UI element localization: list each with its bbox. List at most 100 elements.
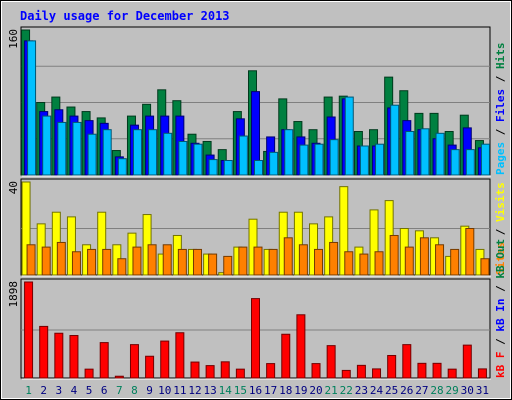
bar-kb-f-day-2 [39,325,49,379]
legend-visits-sites: Sites / Visits [494,182,507,275]
legend-item: Pages [494,142,507,175]
panel-hits-files-pages: 160 Pages / Files / Hits [7,26,507,177]
bar-visits-day-4 [66,216,76,276]
bar-visits-day-6 [97,211,107,276]
bar-pages-day-24 [375,143,385,176]
panel-visits-sites: 40 Sites / Visits [7,178,507,277]
bar-sites-day-15 [238,246,248,276]
bar-pages-day-30 [465,149,475,176]
bar-kb-f-day-31 [477,368,487,379]
panel-kbytes: 1898 kB F / kB In / kB Out [7,239,507,380]
bar-kb-f-day-3 [54,332,64,379]
bar-sites-day-10 [162,244,172,276]
bar-pages-day-5 [87,133,97,176]
bar-sites-day-7 [117,258,127,276]
bar-kb-f-day-4 [69,335,79,379]
x-tick-label-7: 7 [116,384,123,397]
bar-kb-f-day-9 [145,355,155,379]
bar-sites-day-21 [329,241,339,276]
y-max-label: 1898 [7,281,20,308]
x-axis-labels: 1 2 3 4 5 6 7 8 9 10 11 12 13 14 15 16 17 18 19 20 21 22 23 24 2… [25,384,489,397]
x-tick-label-3: 3 [56,384,63,397]
bar-sites-day-11 [177,248,187,276]
bar-pages-day-21 [329,139,339,176]
bar-kb-f-day-27 [417,362,427,379]
legend-item: kB In [494,299,507,332]
legend-item: Visits [494,182,507,222]
legend-item: kB Out [494,239,507,279]
bar-sites-day-16 [253,246,263,276]
x-tick-label-31: 31 [476,384,489,397]
legend-item: / [494,332,507,352]
bar-pages-day-2 [42,115,52,176]
x-tick-label-18: 18 [279,384,292,397]
bar-sites-day-25 [389,234,399,276]
bar-kb-f-day-6 [99,342,109,379]
bar-sites-day-12 [192,248,202,276]
x-tick-label-11: 11 [173,384,186,397]
bar-kb-f-day-16 [251,298,260,379]
x-tick-label-23: 23 [355,384,368,397]
x-tick-label-25: 25 [385,384,398,397]
bar-pages-day-22 [344,96,354,176]
bar-sites-day-29 [450,248,460,276]
bar-visits-day-1 [21,181,31,276]
bar-pages-day-16 [254,160,263,176]
bar-sites-day-3 [56,241,66,276]
bar-kb-f-day-13 [205,365,215,379]
bar-pages-day-12 [193,143,203,176]
bar-pages-day-6 [102,129,112,176]
bar-pages-day-18 [284,129,294,176]
bar-kb-f-day-15 [235,368,245,379]
bar-pages-day-10 [163,132,173,176]
bar-kb-f-day-21 [326,345,336,379]
legend-item: kB F [494,352,507,379]
bar-visits-day-24 [369,209,379,276]
bar-kb-f-day-24 [372,368,382,379]
x-tick-label-29: 29 [446,384,459,397]
bar-kb-f-day-18 [281,333,291,379]
bar-pages-day-15 [238,135,248,176]
x-tick-label-21: 21 [325,384,338,397]
bar-pages-day-31 [480,143,490,176]
legend-item: / [494,222,507,242]
bar-kb-f-day-25 [387,354,397,379]
bar-sites-day-6 [102,248,112,276]
bar-kb-f-day-28 [432,362,442,379]
bar-sites-day-9 [147,244,157,276]
x-tick-label-10: 10 [158,384,171,397]
bar-sites-day-4 [71,251,81,276]
bar-kb-f-day-10 [160,340,170,379]
bar-sites-day-23 [359,253,369,276]
bar-pages-day-7 [117,158,127,176]
bar-sites-day-27 [419,237,429,276]
bar-sites-day-19 [298,244,308,276]
bar-kb-f-day-7 [114,375,124,379]
bar-pages-day-8 [132,129,142,176]
bar-sites-day-14 [223,255,233,276]
bar-sites-day-1 [26,244,36,276]
bar-sites-day-17 [268,248,278,276]
bar-kb-f-day-20 [311,363,321,379]
bar-sites-day-18 [283,237,293,276]
legend-item: / [494,122,507,142]
x-tick-label-9: 9 [146,384,153,397]
y-max-label: 160 [7,29,20,49]
bar-kb-f-day-17 [266,363,276,379]
bar-sites-day-20 [314,248,324,276]
x-tick-label-24: 24 [370,384,384,397]
legend-hits-files-pages: Pages / Files / Hits [494,43,507,176]
bar-kb-f-day-22 [341,369,351,379]
bar-pages-day-17 [269,151,279,176]
bar-sites-day-22 [344,251,354,276]
bar-sites-day-5 [87,248,97,276]
bar-pages-day-25 [390,104,400,176]
x-tick-label-14: 14 [219,384,233,397]
x-tick-label-6: 6 [101,384,108,397]
bar-pages-day-23 [359,145,369,176]
legend-item: Hits [494,43,507,70]
bar-kb-f-day-5 [84,368,94,379]
bar-pages-day-26 [405,131,415,176]
